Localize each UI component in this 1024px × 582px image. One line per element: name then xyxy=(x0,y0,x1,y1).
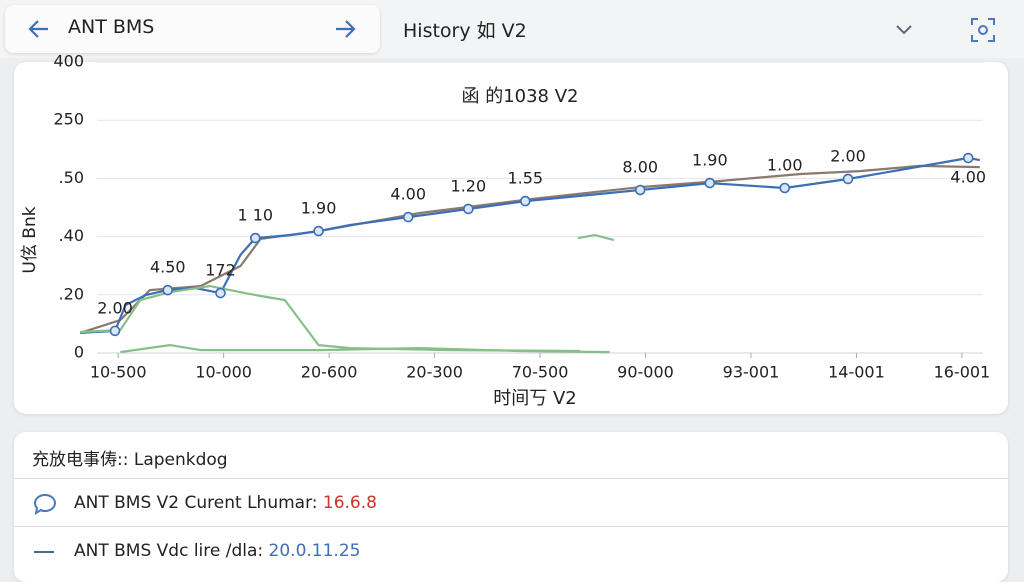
point-marker xyxy=(704,177,716,189)
annotation: 8.00 xyxy=(622,158,658,177)
chart-title: 函 的1038 V2 xyxy=(461,86,578,107)
annotation: 1.55 xyxy=(507,169,543,188)
back-button[interactable] xyxy=(26,16,52,42)
y-tick-label: .20 xyxy=(59,284,84,303)
annotation: 1.90 xyxy=(301,199,337,218)
row-label: ANT BMS V2 Curent Lhumar: 16.6.8 xyxy=(74,493,377,513)
x-tick-label: 90-000 xyxy=(617,363,674,382)
info-card: 充放电事俦:: Lapenkdog ANT BMS V2 Curent Lhum… xyxy=(14,432,1008,582)
page-title: History 如 V2 xyxy=(403,20,527,42)
annotation: 4.50 xyxy=(150,258,186,277)
series-line xyxy=(80,156,980,334)
point-marker xyxy=(402,211,414,223)
x-tick-label: 20-600 xyxy=(301,363,358,382)
y-tick-label: .50 xyxy=(59,168,84,187)
point-marker xyxy=(519,195,531,207)
list-row[interactable]: ANT BMS V2 Curent Lhumar: 16.6.8 xyxy=(14,480,1008,527)
chart: 函 的1038 V2 时间丂 V2 U伭 Bnk 0 .20 .40 .50 250 40… xyxy=(20,52,991,410)
nav-card xyxy=(5,5,380,53)
annotation: 1.00 xyxy=(767,156,803,175)
dropdown[interactable] xyxy=(893,20,915,40)
annotation: 1.90 xyxy=(692,151,728,170)
row-label: ANT BMS Vdc lire /dla: 20.0.11.25 xyxy=(74,541,360,561)
point-marker xyxy=(634,184,646,196)
x-tick-label: 10-500 xyxy=(90,363,147,382)
x-tick-label: 70-500 xyxy=(512,363,569,382)
y-tick-label: .40 xyxy=(59,226,84,245)
annotation: 1 10 xyxy=(237,206,273,225)
list-row[interactable]: 充放电事俦:: Lapenkdog xyxy=(14,432,1008,479)
dash-icon xyxy=(34,551,54,553)
point-marker xyxy=(463,203,474,215)
annotation: 4.00 xyxy=(950,168,986,187)
point-marker xyxy=(249,232,261,244)
row-text: ANT BMS V2 Curent Lhumar: xyxy=(74,493,323,513)
series-line xyxy=(79,164,980,334)
point-marker xyxy=(842,173,854,185)
y-tick-label: 400 xyxy=(53,52,84,71)
annotation: 1.20 xyxy=(451,176,487,195)
row-label: 充放电事俦:: Lapenkdog xyxy=(32,450,228,470)
x-tick-label: 16-001 xyxy=(934,363,991,382)
back-title: ANT BMS xyxy=(68,16,155,38)
series-line xyxy=(120,344,610,354)
x-tick-label: 14-001 xyxy=(828,363,885,382)
row-value: 16.6.8 xyxy=(322,493,377,513)
forward-button[interactable] xyxy=(332,16,358,42)
top-bar: ANT BMS History 如 V2 xyxy=(0,0,1024,58)
annotation: 172 xyxy=(205,261,236,280)
point-marker xyxy=(109,325,121,337)
x-tick-label: 10-000 xyxy=(195,363,252,382)
x-axis-label: 时间丂 V2 xyxy=(493,388,577,409)
point-marker xyxy=(779,182,791,194)
point-marker xyxy=(962,152,974,164)
y-tick-label: 0 xyxy=(74,343,84,362)
scan-button[interactable] xyxy=(968,15,998,45)
list-row[interactable]: ANT BMS Vdc lire /dla: 20.0.11.25 xyxy=(14,528,1008,574)
point-marker xyxy=(215,287,226,299)
series-line xyxy=(80,234,615,353)
annotation: 2.00 xyxy=(97,298,133,317)
annotation: 4.00 xyxy=(390,185,426,204)
row-value: 20.0.11.25 xyxy=(268,541,361,561)
x-tick-label: 20-300 xyxy=(406,363,463,382)
annotation: 2.00 xyxy=(830,146,866,165)
point-marker xyxy=(313,225,324,237)
y-axis-label: U伭 Bnk xyxy=(20,206,40,273)
point-marker xyxy=(162,284,174,296)
x-tick-label: 93-001 xyxy=(723,363,780,382)
y-tick-label: 250 xyxy=(53,110,84,129)
row-text: ANT BMS Vdc lire /dla: xyxy=(74,541,269,561)
chat-icon xyxy=(33,493,57,516)
